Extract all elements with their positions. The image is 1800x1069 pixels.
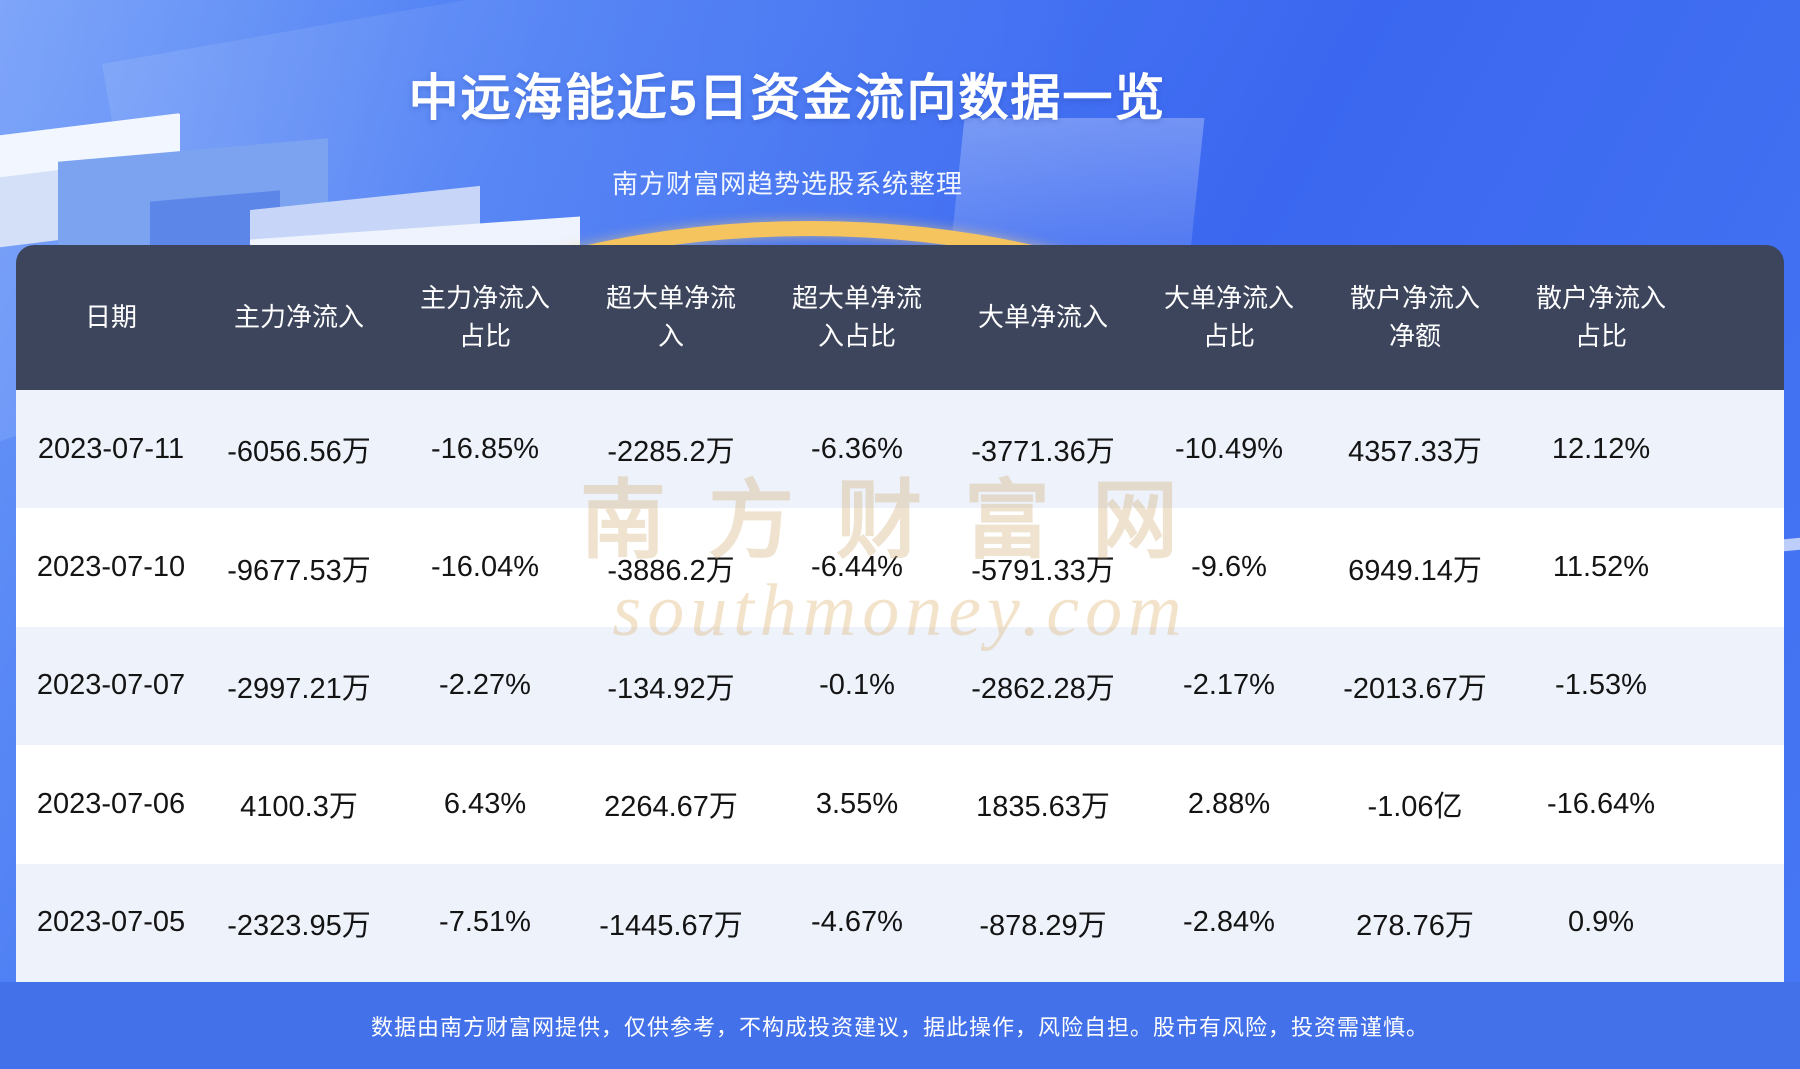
value-cell: -10.49% [1174,432,1283,465]
value-cell: 2264.67万 [604,791,738,824]
value-cell: -4.67% [811,906,903,939]
value-cell: -2323.95万 [227,909,371,942]
column-header: 散户净流入净额 [1349,282,1480,351]
column-header: 散户净流入占比 [1535,282,1666,351]
value-cell: -2013.67万 [1343,672,1487,705]
value-cell: -3771.36万 [971,436,1115,469]
date-cell: 2023-07-07 [36,669,186,702]
masthead: 中远海能近5日资金流向数据一览 南方财富网趋势选股系统整理 [0,0,1575,201]
value-cell: 2.88% [1187,787,1271,820]
value-cell: -2.84% [1183,906,1275,939]
value-cell: -16.85% [430,432,539,465]
value-cell: -1.06亿 [1367,791,1463,824]
column-header: 大单净流入 [977,301,1108,332]
value-cell: -2.17% [1183,669,1275,702]
value-cell: -2285.2万 [607,436,735,469]
value-cell: -6.36% [811,432,903,465]
table-row: 2023-07-06 4100.3万 6.43% 2264.67万 3.55% 1835.… [16,745,1784,864]
value-cell: -16.04% [430,551,539,584]
value-cell: -7.51% [439,906,531,939]
date-cell: 2023-07-06 [36,787,186,820]
value-cell: 12.12% [1551,432,1651,465]
table-row: 2023-07-05 -2323.95万 -7.51% -1445.67万 -4.67%… [16,863,1784,982]
value-cell: -16.64% [1546,787,1655,820]
value-cell: -6056.56万 [227,436,371,469]
column-header: 主力净流入占比 [419,282,550,351]
column-header: 超大单净流入 [605,282,736,351]
value-cell: -3886.2万 [607,554,735,587]
value-cell: 0.9% [1567,906,1635,939]
value-cell: -5791.33万 [971,554,1115,587]
date-cell: 2023-07-05 [36,906,186,939]
value-cell: 6.43% [443,787,527,820]
value-cell: -2.27% [439,669,531,702]
column-header: 主力净流入 [233,301,364,332]
value-cell: 1835.63万 [976,791,1110,824]
value-cell: 3.55% [815,787,899,820]
table-row: 2023-07-10 -9677.53万 -16.04% -3886.2万 -6.44%… [16,508,1784,627]
page-title: 中远海能近5日资金流向数据一览 [408,70,1167,126]
value-cell: 4100.3万 [240,791,358,824]
value-cell: 6949.14万 [1348,554,1482,587]
column-header: 超大单净流入占比 [791,282,922,351]
value-cell: 4357.33万 [1348,436,1482,469]
column-header: 日期 [84,301,137,332]
value-cell: -0.1% [819,669,895,702]
date-cell: 2023-07-10 [36,551,186,584]
value-cell: -9.6% [1191,551,1267,584]
disclaimer-text: 数据由南方财富网提供，仅供参考，不构成投资建议，据此操作，风险自担。股市有风险，… [370,1014,1429,1040]
value-cell: -878.29万 [979,909,1107,942]
table-row: 2023-07-07 -2997.21万 -2.27% -134.92万 -0.1% -2… [16,626,1784,746]
page-subtitle: 南方财富网趋势选股系统整理 [611,169,963,199]
value-cell: -9677.53万 [227,554,371,587]
value-cell: -1445.67万 [599,909,743,942]
value-cell: -2997.21万 [227,672,371,705]
date-cell: 2023-07-11 [37,432,185,465]
footer-bar: 数据由南方财富网提供，仅供参考，不构成投资建议，据此操作，风险自担。股市有风险，… [0,982,1800,1069]
value-cell: -134.92万 [607,672,735,705]
table-header-row: 日期 主力净流入 主力净流入占比 超大单净流入 超大单净流入占比 大单净流入 大单净流入占比… [16,245,1784,390]
column-header: 大单净流入占比 [1163,282,1294,351]
fund-flow-table: 日期 主力净流入 主力净流入占比 超大单净流入 超大单净流入占比 大单净流入 大单净流入占比… [16,245,1784,982]
value-cell: -6.44% [811,551,903,584]
table-body: 2023-07-11 -6056.56万 -16.85% -2285.2万 -6.36%… [16,390,1784,982]
value-cell: 278.76万 [1356,909,1474,942]
table-row: 2023-07-11 -6056.56万 -16.85% -2285.2万 -6.36%… [16,390,1784,509]
value-cell: -1.53% [1555,669,1647,702]
value-cell: -2862.28万 [971,672,1115,705]
value-cell: 11.52% [1552,551,1650,584]
